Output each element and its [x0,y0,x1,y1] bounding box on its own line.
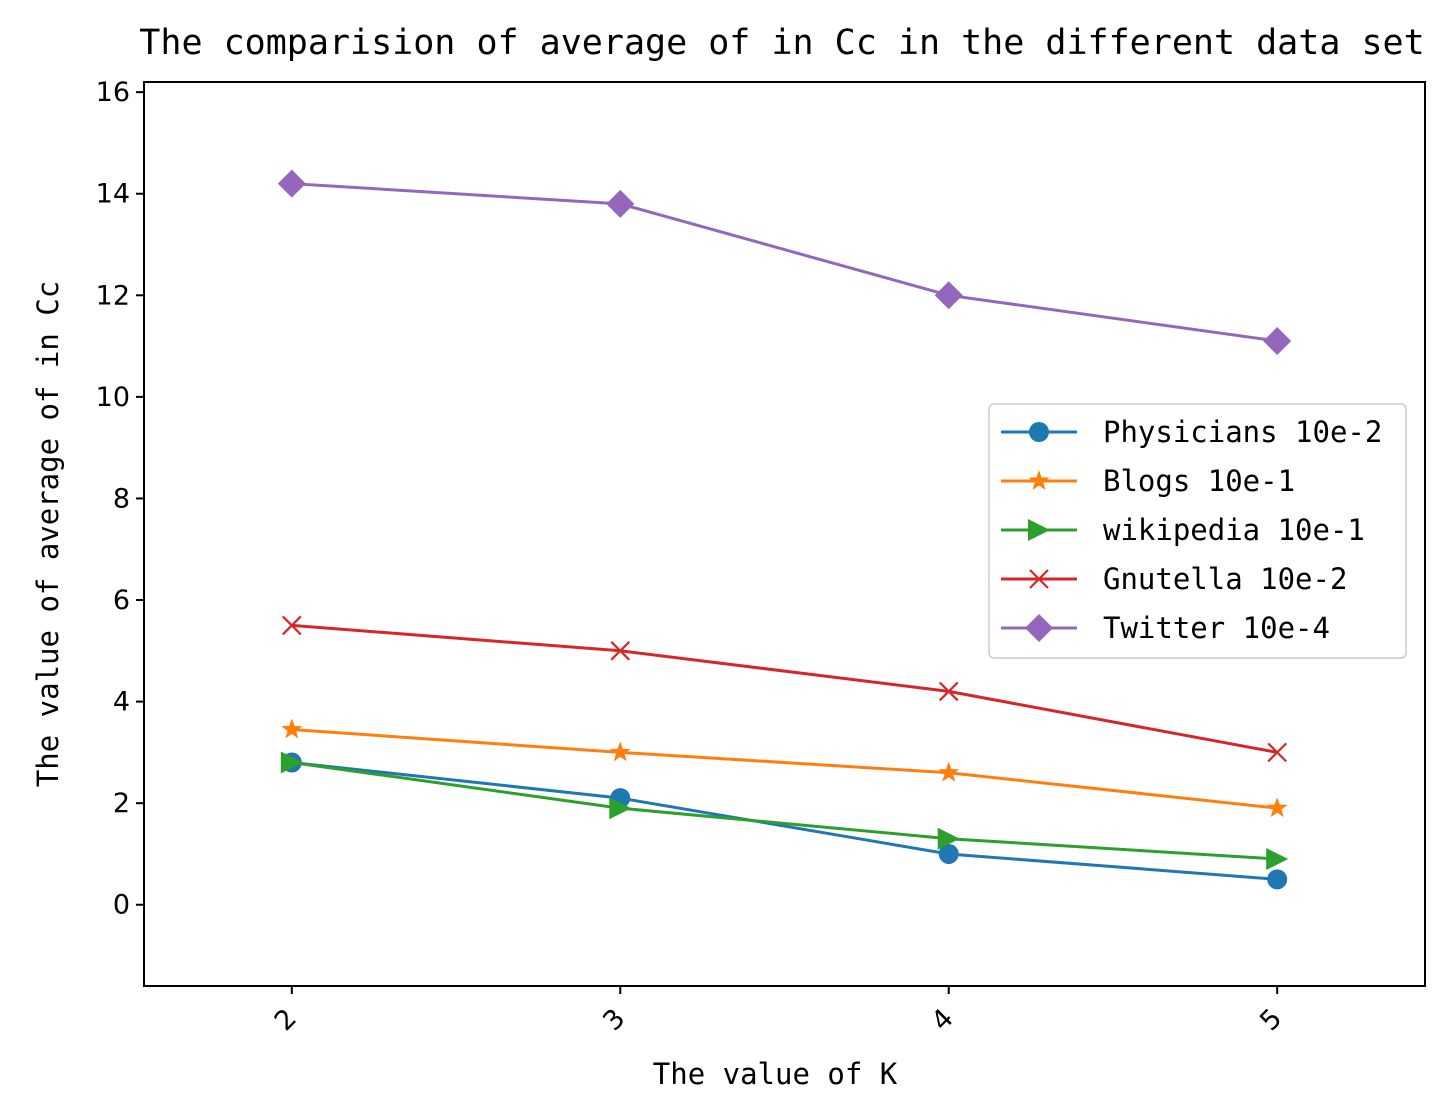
legend-frame [988,403,1407,659]
data-point [277,169,306,198]
chart-title: The comparision of average of in Cc in t… [139,23,1424,63]
legend-item: wikipedia 10e-1 [1001,513,1365,547]
x-tick-label: 4 [926,1003,960,1037]
data-point [282,615,302,636]
y-tick-label: 4 [113,687,130,718]
series-line [291,623,1278,754]
y-axis: 0 2 4 6 8 10 12 14 16 [96,77,144,921]
data-point [610,641,631,661]
series-0 [281,752,1288,890]
legend-label: Blogs 10e-1 [1103,464,1295,498]
series-line [291,182,1278,343]
x-axis-label: The value of K [653,1057,898,1091]
y-tick-label: 10 [96,382,130,413]
data-point [280,751,303,774]
data-point [1266,848,1289,871]
legend-label: Gnutella 10e-2 [1103,562,1347,596]
x-tick-label: 3 [597,1003,631,1037]
y-tick-label: 16 [96,77,130,108]
legend-label: wikipedia 10e-1 [1103,513,1365,547]
series-4 [277,169,1292,356]
legend-item: Gnutella 10e-2 [1001,562,1347,596]
y-tick-label: 6 [113,585,130,616]
legend-marker [1029,422,1049,442]
legend-item: Twitter 10e-4 [1001,611,1330,645]
y-tick-label: 14 [96,179,130,210]
data-point [938,761,960,782]
data-point [938,681,959,702]
series-line [291,761,1278,861]
series-2 [280,751,1289,871]
legend-marker [1025,614,1053,642]
legend-marker [1029,569,1049,589]
data-point [609,797,632,820]
data-point [937,827,960,850]
series-line [291,728,1278,810]
legend-label: Physicians 10e-2 [1103,415,1382,449]
legend: Physicians 10e-2 Blogs 10e-1 wikipedia 10e… [988,403,1407,659]
y-tick-label: 12 [96,280,130,311]
y-tick-label: 8 [113,483,130,514]
legend-item: Physicians 10e-2 [1001,415,1382,449]
legend-label: Twitter 10e-4 [1103,611,1330,645]
data-point [1267,742,1287,763]
legend-marker [1028,470,1050,490]
data-point [1267,869,1288,890]
x-tick-label: 5 [1254,1003,1288,1037]
data-point [934,281,963,310]
y-tick-label: 2 [113,788,130,819]
y-axis-label: The value of average of in Cc [31,281,65,787]
data-point [606,189,635,218]
data-point [938,843,959,864]
series-3 [282,615,1287,763]
x-axis: 2 3 4 5 [269,986,1288,1037]
legend-marker [1028,519,1050,541]
legend-item: Blogs 10e-1 [1001,464,1295,498]
data-point [281,718,303,739]
data-point [609,741,631,762]
data-point [1266,797,1288,818]
x-tick-label: 2 [269,1003,303,1037]
series-line [291,761,1278,881]
plot-frame [143,81,1426,987]
series-layer [277,169,1292,890]
series-1 [281,718,1288,818]
data-point [1263,327,1292,356]
y-tick-label: 0 [113,890,130,921]
